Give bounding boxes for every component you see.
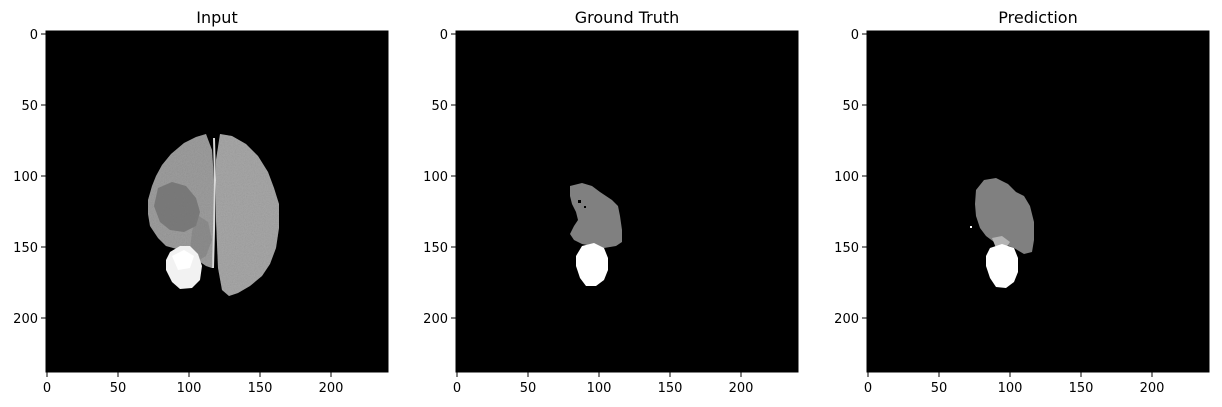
x-tick-label: 200 xyxy=(319,381,344,396)
y-tick-label: 0 xyxy=(440,28,448,43)
ground-truth-mask xyxy=(570,183,622,286)
panel-input: Input 0 50 100 xyxy=(13,8,389,396)
x-axis-prediction: 0 50 100 150 200 xyxy=(864,372,1165,396)
image-axes-ground-truth xyxy=(456,31,798,372)
x-tick-label: 0 xyxy=(864,381,872,396)
panel-title-ground-truth: Ground Truth xyxy=(575,8,680,27)
x-tick-label: 150 xyxy=(658,381,683,396)
y-tick-label: 100 xyxy=(834,170,859,185)
axes-frame-ground-truth xyxy=(455,30,799,373)
x-axis-input: 0 50 100 150 200 xyxy=(43,372,344,396)
y-tick-label: 150 xyxy=(423,241,448,256)
x-tick-label: 200 xyxy=(729,381,754,396)
y-tick-label: 0 xyxy=(851,28,859,43)
y-tick-label: 100 xyxy=(13,170,38,185)
x-tick-label: 150 xyxy=(1069,381,1094,396)
y-tick-label: 0 xyxy=(30,28,38,43)
y-axis-prediction: 0 50 100 150 200 xyxy=(834,28,867,327)
prediction-mask xyxy=(970,178,1034,288)
x-tick-label: 100 xyxy=(177,381,202,396)
y-tick-label: 150 xyxy=(13,241,38,256)
y-tick-label: 50 xyxy=(842,99,859,114)
panel-title-prediction: Prediction xyxy=(998,8,1077,27)
image-axes-prediction xyxy=(867,31,1209,372)
y-axis-ground-truth: 0 50 100 150 200 xyxy=(423,28,456,327)
x-tick-label: 50 xyxy=(110,381,127,396)
x-tick-label: 50 xyxy=(931,381,948,396)
y-tick-label: 200 xyxy=(13,312,38,327)
x-axis-ground-truth: 0 50 100 150 200 xyxy=(453,372,754,396)
y-tick-label: 200 xyxy=(423,312,448,327)
y-tick-label: 50 xyxy=(431,99,448,114)
panel-ground-truth: Ground Truth 0 50 100 150 200 xyxy=(423,8,799,396)
y-tick-label: 100 xyxy=(423,170,448,185)
x-tick-label: 100 xyxy=(998,381,1023,396)
x-tick-label: 150 xyxy=(248,381,273,396)
mri-slice-image xyxy=(148,134,279,296)
y-tick-label: 150 xyxy=(834,241,859,256)
panel-title-input: Input xyxy=(196,8,237,27)
x-tick-label: 0 xyxy=(43,381,51,396)
x-tick-label: 100 xyxy=(587,381,612,396)
y-tick-label: 50 xyxy=(21,99,38,114)
axes-frame-prediction xyxy=(866,30,1210,373)
y-tick-label: 200 xyxy=(834,312,859,327)
x-tick-label: 200 xyxy=(1140,381,1165,396)
axes-frame-input xyxy=(45,30,389,373)
y-axis-input: 0 50 100 150 200 xyxy=(13,28,46,327)
x-tick-label: 0 xyxy=(453,381,461,396)
panel-prediction: Prediction 0 50 100 150 200 xyxy=(834,8,1210,396)
x-tick-label: 50 xyxy=(520,381,537,396)
